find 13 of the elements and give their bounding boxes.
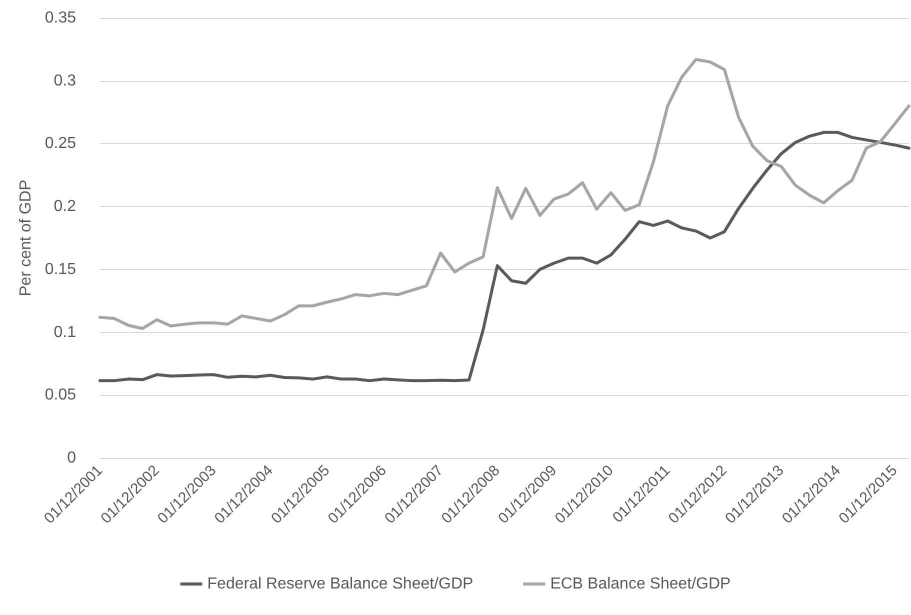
y-tick-label: 0.05: [44, 386, 76, 404]
y-tick-label: 0.35: [44, 10, 76, 26]
y-tick-label: 0.1: [54, 324, 76, 341]
y-tick-label: 0.15: [44, 260, 76, 278]
y-tick-label: 0: [67, 450, 76, 466]
y-axis-title: Per cent of GDP: [17, 180, 34, 296]
legend-label: ECB Balance Sheet/GDP: [550, 576, 731, 592]
legend-label: Federal Reserve Balance Sheet/GDP: [207, 576, 474, 592]
y-tick-label: 0.3: [54, 72, 76, 90]
line-series: [98, 130, 910, 382]
y-tick-label: 0.2: [54, 198, 76, 216]
y-tick-label: 0.25: [44, 135, 76, 152]
line-series: [98, 58, 910, 330]
